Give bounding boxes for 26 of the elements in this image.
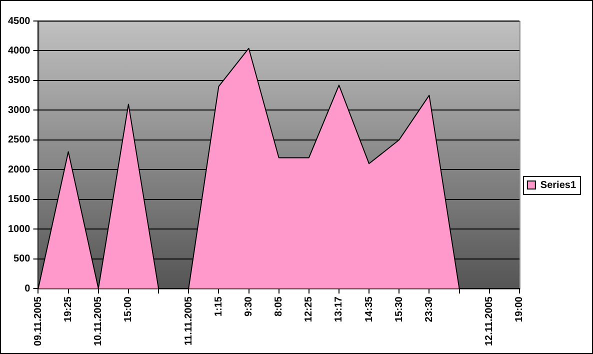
x-tick-label: 19:00 bbox=[514, 296, 526, 322]
y-tick-label: 4500 bbox=[8, 16, 31, 27]
x-tick-label: 19:25 bbox=[63, 296, 74, 322]
y-tick-label: 1000 bbox=[8, 224, 31, 235]
x-tick-label: 14:35 bbox=[364, 296, 375, 322]
y-tick-label: 500 bbox=[14, 254, 31, 265]
x-tick-label: 09.11.2005 bbox=[32, 296, 44, 346]
x-tick-label: 11.11.2005 bbox=[183, 296, 194, 346]
y-tick-label: 2000 bbox=[8, 164, 31, 176]
x-tick-label: 8:05 bbox=[274, 296, 285, 317]
x-tick-label: 12.11.2005 bbox=[484, 296, 496, 346]
y-tick-label: 0 bbox=[24, 283, 31, 294]
x-tick-label: 10.11.2005 bbox=[93, 296, 104, 346]
y-tick-label: 4000 bbox=[8, 45, 31, 56]
legend-label: Series1 bbox=[540, 180, 576, 191]
x-tick-label: 12:25 bbox=[304, 296, 315, 322]
y-tick-label: 2500 bbox=[8, 134, 31, 146]
x-tick-label: 9:30 bbox=[244, 296, 255, 317]
x-tick-label: 1:15 bbox=[213, 296, 224, 317]
y-tick-label: 1500 bbox=[8, 194, 31, 206]
x-tick-label: 23:30 bbox=[424, 296, 435, 322]
y-tick-label: 3000 bbox=[8, 104, 31, 116]
x-tick-label: 15:00 bbox=[123, 296, 134, 322]
x-tick-label: 13:17 bbox=[334, 296, 345, 322]
y-tick-label: 3500 bbox=[8, 75, 31, 86]
x-tick-label: 15:30 bbox=[394, 296, 405, 322]
